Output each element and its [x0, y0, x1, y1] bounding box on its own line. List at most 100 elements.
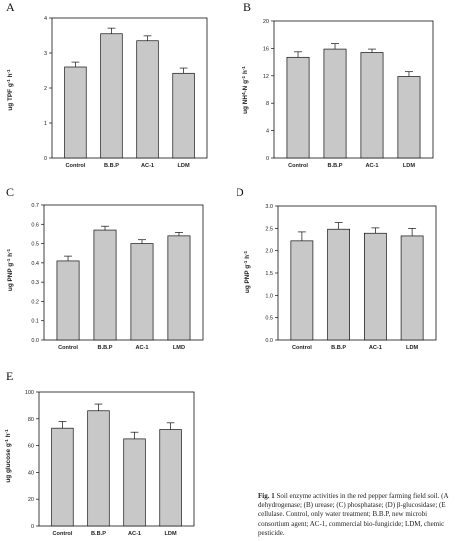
y-tick-label: 2.0 [265, 249, 273, 255]
ylabel-superscript: -1 [243, 250, 248, 255]
category-label: LDM [403, 163, 415, 169]
panel-label: D [237, 185, 244, 199]
panel-e: E ug glucose g-1 h-1 020406080100Control… [4, 369, 195, 537]
y-axis-label: ug TPF g-1 h-1 [6, 69, 14, 111]
y-axis-label: ug PNP g-1 h-1 [243, 250, 251, 293]
ylabel-superscript: -1 [6, 79, 11, 84]
ylabel-superscript: 4 [241, 92, 246, 95]
y-tick-label: 0.5 [265, 316, 273, 322]
ylabel-text: h [7, 73, 14, 79]
ylabel-text: h [7, 253, 14, 259]
category-label: AC-1 [135, 345, 148, 351]
plot-frame [43, 204, 204, 341]
category-label: B.B.P [104, 163, 119, 169]
y-tick-label: 2 [44, 86, 47, 92]
y-tick-label: 16 [263, 46, 269, 52]
ylabel-superscript: -1 [6, 69, 11, 74]
caption-line: dehydrogenase; (B) urease; (C) phosphata… [258, 501, 446, 510]
bar [51, 427, 74, 527]
bar [100, 33, 123, 159]
y-tick-label: 3 [44, 51, 47, 57]
figure-caption: Fig. 1 Soil enzyme activities in the red… [258, 492, 472, 538]
ylabel-text: ug TPF g [7, 83, 14, 110]
plot-area: 0.0 0.5 1.0 1.5 2.0 2.5 3.0 Control B.B.P AC-1 LDM [265, 204, 437, 351]
y-tick-label: 0.1 [31, 319, 39, 325]
category-label: AC-1 [369, 345, 382, 351]
y-tick-label: 40 [28, 470, 34, 476]
panel-d: D ug PNP g-1 h-1 0.00.51.01.52.02.53.0Co… [237, 185, 437, 351]
y-tick-label: 0.5 [31, 242, 39, 248]
ylabel-superscript: -1 [4, 429, 9, 434]
panel-c: C ug PNP g-1 h-1 0.00.10.20.30.40.50.60.… [6, 185, 204, 351]
bar [363, 232, 387, 341]
category-label: B.B.P [328, 163, 343, 169]
bar [136, 40, 159, 159]
caption-text: Soil enzyme activities in the red pepper… [276, 492, 449, 500]
plot-area: 0.0 0.1 0.2 0.3 0.4 0.5 0.6 0.7 Control B.B.P AC-1… [31, 203, 204, 351]
y-tick-label: 20 [263, 19, 269, 25]
y-tick-label: 12 [263, 74, 269, 80]
y-tick-label: 0 [266, 156, 269, 162]
bar [397, 76, 421, 159]
ylabel-superscript: -1 [6, 258, 11, 263]
panel-label: A [6, 0, 15, 14]
y-axis-label: ug glucose g-1 h-1 [4, 429, 12, 483]
panel-label: C [6, 185, 14, 199]
ylabel-text: -N g [242, 80, 249, 93]
y-tick-label: 1 [44, 121, 47, 127]
bar [167, 235, 191, 341]
category-label: Control [292, 345, 312, 351]
caption-line: Fig. 1 Soil enzyme activities in the red… [258, 492, 472, 501]
ylabel-superscript: -1 [243, 260, 248, 265]
y-tick-label: 0.3 [31, 280, 39, 286]
y-tick-label: 0 [31, 524, 34, 530]
category-label: LDM [406, 345, 418, 351]
caption-line: consortium agent; AC-1, commercial bio-f… [258, 519, 445, 528]
plot-area: 0 4 8 12 16 20 Control B.B.P AC-1 LDM [263, 19, 434, 169]
figure-label: Fig. 1 [258, 492, 275, 500]
ylabel-text: h [244, 255, 251, 261]
panel-label: E [6, 369, 13, 383]
ylabel-superscript: -1 [241, 66, 246, 71]
category-label: AC-1 [365, 163, 378, 169]
bar [87, 410, 110, 527]
y-tick-label: 0.2 [31, 299, 39, 305]
y-tick-label: 0.4 [31, 261, 39, 267]
y-axis-label: ug PNP g-1 h-1 [6, 248, 14, 291]
y-tick-label: 4 [266, 129, 269, 135]
plot-frame [38, 391, 195, 527]
ylabel-text: ug glucose g [5, 443, 12, 483]
bar [93, 229, 117, 341]
y-tick-label: 60 [28, 444, 34, 450]
plot-area: 0 20 40 60 80 100 Control B.B.P AC-1 LDM [25, 390, 195, 537]
category-label: B.B.P [91, 531, 106, 537]
ylabel-superscript: -1 [4, 439, 9, 444]
y-tick-label: 0.7 [31, 203, 39, 209]
y-tick-label: 0.0 [31, 338, 39, 344]
ylabel-text: h [5, 433, 12, 439]
bar [327, 228, 351, 341]
bar [360, 52, 384, 159]
category-label: AC-1 [128, 531, 141, 537]
ylabel-text: ug PNP g [7, 263, 14, 291]
y-tick-label: 4 [44, 16, 47, 22]
caption-line: cellulase. Control, only water treatment… [258, 510, 428, 519]
bar [290, 240, 314, 341]
y-tick-label: 80 [28, 417, 34, 423]
y-tick-label: 8 [266, 101, 269, 107]
y-tick-label: 100 [25, 390, 34, 396]
bar [286, 56, 310, 159]
bar [123, 438, 146, 527]
category-label: Control [52, 531, 72, 537]
y-tick-label: 1.0 [265, 293, 273, 299]
y-tick-label: 2.5 [265, 226, 273, 232]
caption-line: pesticide. [258, 528, 285, 537]
y-tick-label: 0.6 [31, 222, 39, 228]
bar [323, 48, 347, 159]
ylabel-superscript: -1 [6, 248, 11, 253]
bar [159, 429, 182, 527]
bar [64, 66, 87, 159]
ylabel-text: ug PNP g [244, 265, 251, 293]
